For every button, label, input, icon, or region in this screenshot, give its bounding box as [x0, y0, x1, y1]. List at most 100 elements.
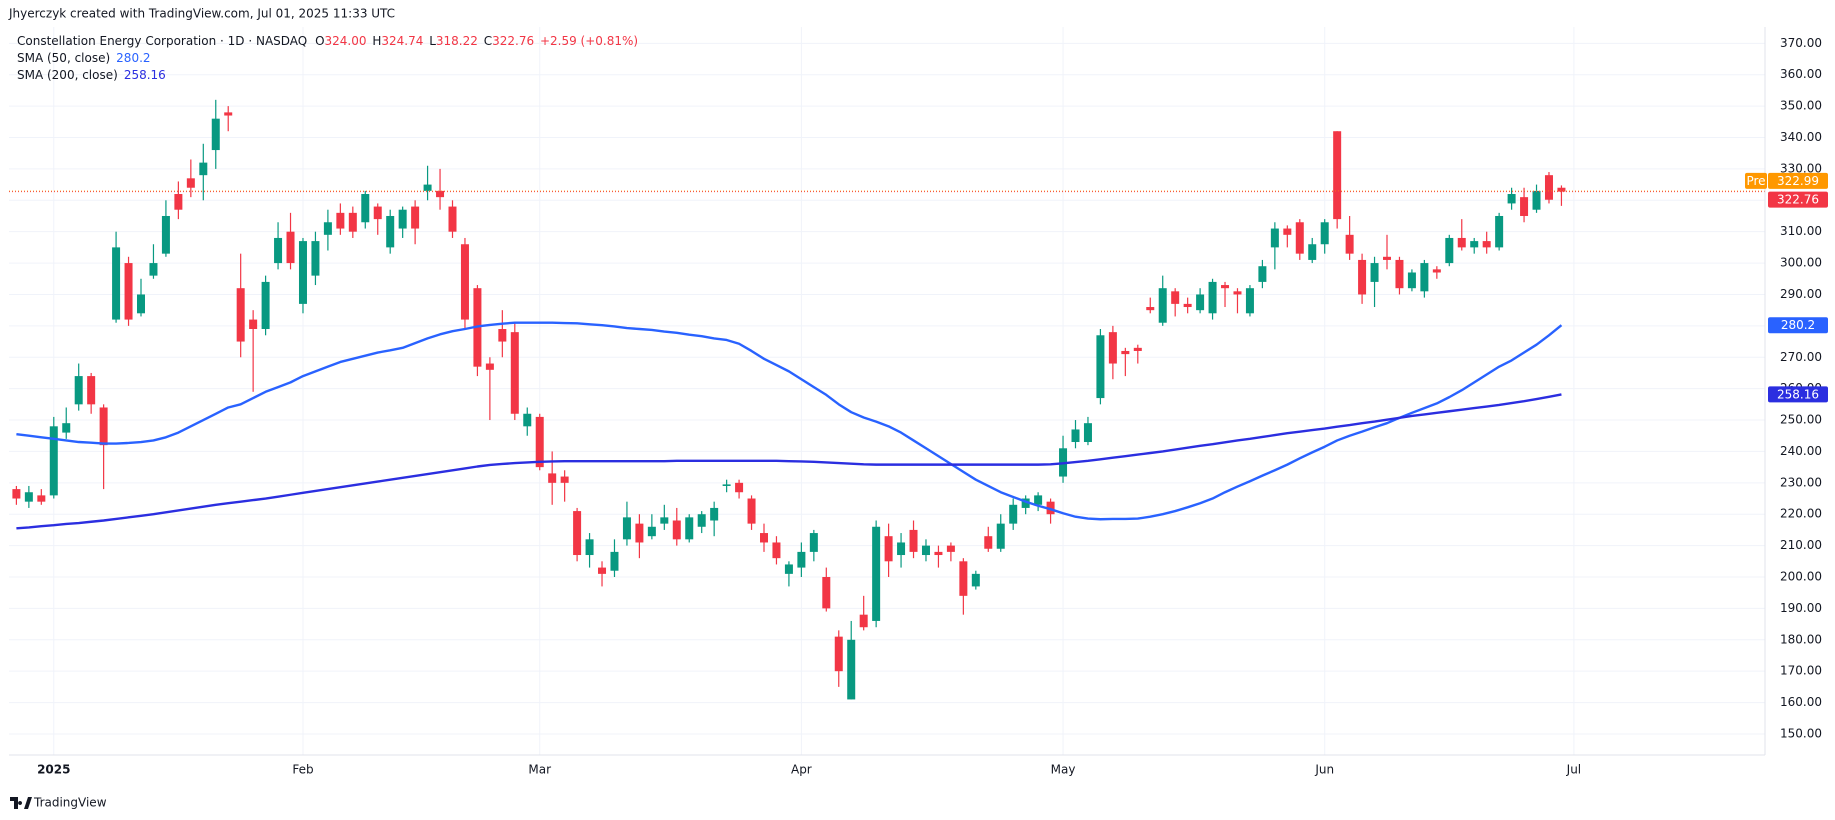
- candle-body: [971, 573, 980, 587]
- y-tick-label: 240.00: [1780, 444, 1822, 458]
- candle-body: [1445, 237, 1454, 264]
- x-tick-label: 2025: [37, 763, 70, 777]
- candle-body: [261, 281, 270, 329]
- candle-body: [772, 542, 781, 559]
- candle-body: [859, 614, 868, 628]
- candle-body: [373, 206, 382, 220]
- x-tick-label: May: [1051, 763, 1076, 777]
- candle-body: [286, 231, 295, 264]
- x-tick-label: Feb: [292, 763, 313, 777]
- candle-body: [348, 212, 357, 232]
- y-tick-label: 350.00: [1780, 99, 1822, 113]
- candle-body: [1071, 429, 1080, 443]
- candle-body: [311, 241, 320, 276]
- legend-sma200: SMA (200, close) 258.16: [17, 68, 166, 82]
- y-tick-label: 220.00: [1780, 507, 1822, 521]
- candle-body: [199, 162, 208, 176]
- candle-body: [996, 523, 1005, 549]
- logo-text: TradingView: [33, 796, 107, 810]
- candle-body: [598, 567, 607, 574]
- candle-body: [1407, 272, 1416, 289]
- candle-body: [1345, 234, 1354, 254]
- premarket-tag: Pre: [1746, 174, 1765, 188]
- candle-body: [1096, 335, 1105, 399]
- candle-body: [934, 551, 943, 556]
- candle-body: [1221, 285, 1230, 289]
- candle-body: [149, 263, 158, 276]
- candle-body: [1420, 263, 1429, 292]
- candle-body: [809, 533, 818, 552]
- candle-body: [12, 489, 21, 499]
- candle-body: [211, 118, 220, 151]
- candle-body: [1283, 228, 1292, 235]
- candle-body: [1171, 291, 1180, 304]
- candle-body: [186, 178, 195, 188]
- plot: [9, 99, 1765, 700]
- candle-body: [1557, 187, 1566, 192]
- candle-body: [921, 545, 930, 556]
- candle-body: [872, 526, 881, 621]
- y-tick-label: 340.00: [1780, 130, 1822, 144]
- candle-body: [1258, 266, 1267, 282]
- candle-body: [298, 241, 307, 304]
- y-tick-label: 150.00: [1780, 726, 1822, 740]
- ohlc-letter: O: [315, 34, 324, 48]
- ohlc-letter: H: [372, 34, 381, 48]
- candle-body: [1333, 131, 1342, 220]
- y-tick-label: 330.00: [1780, 161, 1822, 175]
- logo: TradingView: [10, 796, 107, 810]
- candle-body: [498, 328, 507, 342]
- sma-badge: 258.16: [1777, 387, 1819, 401]
- ohlc-value: 322.76: [492, 34, 534, 48]
- candle-body: [1370, 263, 1379, 282]
- legend-sma50: SMA (50, close) 280.2: [17, 51, 151, 65]
- candle-body: [361, 194, 370, 223]
- candle-body: [1034, 495, 1043, 505]
- legend-name: SMA (50, close): [17, 51, 110, 65]
- candle-body: [99, 407, 108, 446]
- candle-body: [411, 206, 420, 229]
- change: +2.59 (+0.81%): [540, 34, 638, 48]
- candle-body: [323, 222, 332, 235]
- candle-body: [1121, 350, 1130, 355]
- candle-body: [1083, 423, 1092, 443]
- candle-body: [1395, 259, 1404, 289]
- candle-body: [622, 517, 631, 540]
- candle-body: [523, 413, 532, 427]
- candle-body: [1233, 291, 1242, 295]
- y-tick-label: 170.00: [1780, 664, 1822, 678]
- candle-body: [834, 636, 843, 672]
- ohlc-letter: C: [484, 34, 492, 48]
- x-tick-label: Mar: [528, 763, 551, 777]
- candle-body: [747, 498, 756, 524]
- candle-body: [585, 539, 594, 556]
- logo-icon: [10, 797, 32, 809]
- candle-body: [959, 561, 968, 596]
- candle-body: [1108, 332, 1117, 364]
- candle-body: [423, 184, 432, 191]
- candle-body: [49, 426, 58, 496]
- candle-body: [37, 495, 46, 502]
- y-tick-label: 360.00: [1780, 67, 1822, 81]
- y-tick-label: 250.00: [1780, 413, 1822, 427]
- candle-body: [87, 376, 96, 405]
- candle-body: [535, 416, 544, 468]
- candle-body: [1432, 269, 1441, 273]
- legend-main: Constellation Energy Corporation · 1D · …: [17, 34, 638, 48]
- y-tick-label: 200.00: [1780, 570, 1822, 584]
- candle-body: [1245, 288, 1254, 314]
- candle-body: [137, 294, 145, 314]
- attribution: Jhyerczyk created with TradingView.com, …: [8, 7, 395, 21]
- candle-body: [112, 247, 121, 320]
- candle-body: [336, 212, 345, 229]
- candle-body: [1383, 256, 1391, 260]
- candle-body: [249, 319, 258, 329]
- ohlc-value: 324.74: [381, 34, 423, 48]
- y-tick-label: 310.00: [1780, 224, 1822, 238]
- y-tick-label: 370.00: [1780, 36, 1822, 50]
- candle-body: [460, 244, 469, 320]
- candle-body: [1457, 237, 1466, 248]
- candle-body: [760, 533, 768, 543]
- candle-body: [1320, 222, 1329, 245]
